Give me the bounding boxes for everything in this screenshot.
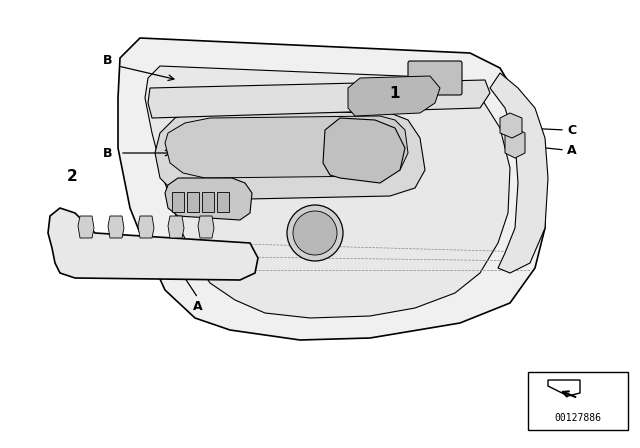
Text: C: C — [568, 124, 577, 137]
Polygon shape — [48, 208, 258, 280]
Polygon shape — [108, 216, 124, 238]
Polygon shape — [138, 216, 154, 238]
Polygon shape — [323, 118, 405, 183]
Bar — [217, 192, 229, 212]
Text: 1: 1 — [390, 86, 400, 100]
Polygon shape — [198, 216, 214, 238]
Polygon shape — [155, 110, 425, 200]
Text: 2: 2 — [67, 168, 77, 184]
Polygon shape — [78, 216, 94, 238]
Polygon shape — [168, 216, 184, 238]
Polygon shape — [348, 76, 440, 116]
Bar — [187, 192, 199, 212]
Bar — [172, 192, 184, 212]
Circle shape — [287, 205, 343, 261]
Polygon shape — [145, 66, 510, 318]
Text: B: B — [103, 53, 113, 66]
FancyBboxPatch shape — [408, 61, 462, 95]
Text: A: A — [193, 300, 203, 313]
Polygon shape — [165, 116, 408, 178]
Bar — [528, 372, 628, 430]
Polygon shape — [490, 73, 548, 273]
Polygon shape — [165, 178, 252, 220]
Polygon shape — [500, 113, 522, 138]
Polygon shape — [148, 80, 490, 118]
Polygon shape — [548, 380, 580, 396]
Polygon shape — [118, 38, 545, 340]
Bar — [202, 192, 214, 212]
Text: B: B — [103, 146, 113, 159]
Text: A: A — [567, 143, 577, 156]
Polygon shape — [505, 128, 525, 158]
Circle shape — [293, 211, 337, 255]
Text: 00127886: 00127886 — [554, 413, 602, 423]
